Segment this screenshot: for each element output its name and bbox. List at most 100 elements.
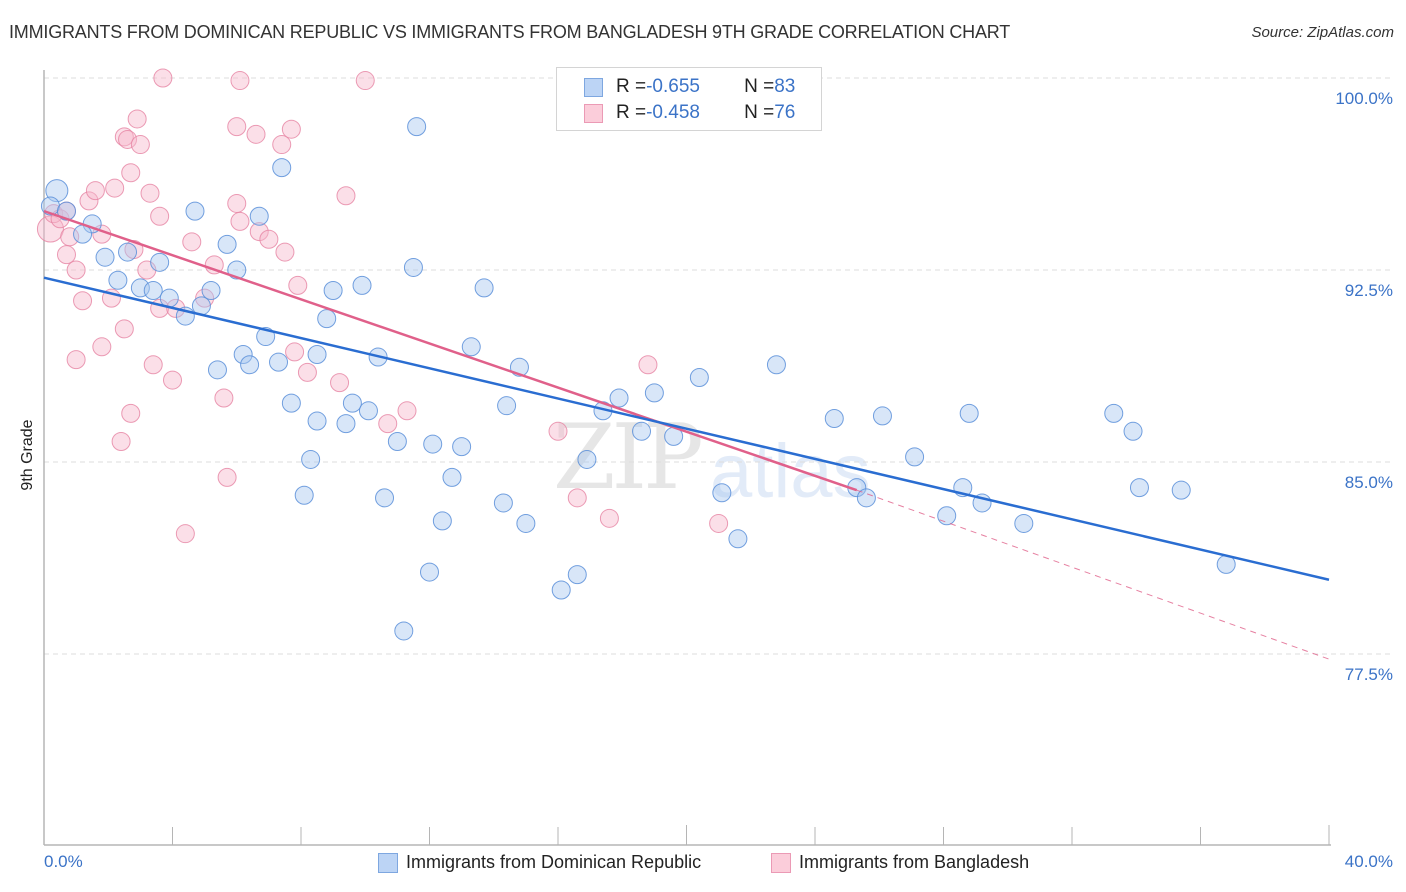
data-point-dominican [272,158,292,178]
data-point-bangladesh [121,163,141,183]
data-point-dominican [45,179,69,203]
data-point-bangladesh [567,488,587,508]
data-point-dominican [474,278,494,298]
n-label: N = [744,102,775,123]
data-point-dominican [269,352,289,372]
data-point-dominican [301,449,321,469]
y-tick-labels: 100.0% 92.5% 85.0% 77.5% [1335,89,1393,684]
data-point-bangladesh [140,183,160,203]
data-point-dominican [452,437,472,457]
data-point-dominican [403,257,423,277]
trend-line-bangladesh [43,209,858,492]
r-value: -0.458 [646,102,700,123]
data-point-bangladesh [378,414,398,434]
data-point-dominican [217,234,237,254]
data-point-bangladesh [217,467,237,487]
data-point-dominican [712,483,732,503]
data-point-dominican [516,513,536,533]
data-point-bangladesh [355,71,375,91]
data-point-dominican [872,406,892,426]
x-tick-label-min: 0.0% [44,852,83,871]
data-point-bangladesh [195,288,215,308]
data-point-bangladesh [121,403,141,423]
data-point-dominican [249,206,269,226]
stats-row-dominican: R = -0.655 N = 83 [584,75,795,99]
data-point-bangladesh [66,350,86,370]
legend-item-bangladesh[interactable]: Immigrants from Bangladesh [771,852,1029,873]
data-point-dominican [323,280,343,300]
data-point-dominican [201,280,221,300]
data-point-dominican [1014,513,1034,533]
n-value: 76 [774,102,796,123]
data-point-bangladesh [56,245,76,265]
data-point-dominican [644,383,664,403]
data-point-dominican [567,565,587,585]
data-point-bangladesh [111,432,131,452]
x-tick-label-max: 40.0% [1344,852,1393,871]
n-label: N = [744,76,775,97]
y-axis-label: 9th Grade [19,419,36,491]
data-point-dominican [342,393,362,413]
data-point-dominican [240,355,260,375]
stats-row-bangladesh: R = -0.458 N = 76 [584,101,795,125]
trend-line-bangladesh-extension [856,489,1330,660]
data-point-bangladesh [204,255,224,275]
data-point-bangladesh [249,222,269,242]
data-point-bangladesh [397,401,417,421]
data-point-bangladesh [230,211,250,231]
data-point-dominican [766,355,786,375]
data-point-dominican [294,485,314,505]
series-bangladesh-points [36,68,729,544]
data-point-dominican [461,337,481,357]
data-point-dominican [95,247,115,267]
watermark-atlas: atlas [710,429,871,514]
data-point-dominican [824,408,844,428]
data-point-bangladesh [336,186,356,206]
data-point-bangladesh [73,291,93,311]
data-point-bangladesh [259,229,279,249]
data-point-dominican [728,529,748,549]
data-point-bangladesh [114,127,134,147]
data-point-dominican [1123,421,1143,441]
data-point-dominican [959,403,979,423]
data-point-dominican [108,270,128,290]
data-point-dominican [577,449,597,469]
data-point-dominican [1171,480,1191,500]
data-point-dominican [233,344,253,364]
data-point-dominican [207,360,227,380]
data-point-dominican [387,432,407,452]
data-point-dominican [551,580,571,600]
data-point-bangladesh [92,337,112,357]
legend-item-dominican[interactable]: Immigrants from Dominican Republic [378,852,701,873]
trend-lines [43,209,1330,660]
legend-swatch-pink [584,103,603,123]
data-point-dominican [432,511,452,531]
data-point-bangladesh [150,206,170,226]
data-point-dominican [336,414,356,434]
data-point-dominican [375,488,395,508]
legend-swatch-pink [771,852,791,873]
legend-label: Immigrants from Bangladesh [799,852,1030,872]
data-point-dominican [307,344,327,364]
data-point-dominican [632,421,652,441]
data-point-bangladesh [143,355,163,375]
data-point-dominican [185,201,205,221]
data-point-bangladesh [246,124,266,144]
data-point-dominican [689,368,709,388]
data-point-dominican [423,434,443,454]
n-value: 83 [774,76,796,97]
data-point-dominican [118,242,138,262]
legend-swatch-blue [584,77,603,97]
data-point-dominican [358,401,378,421]
data-point-bangladesh [66,260,86,280]
data-point-bangladesh [105,178,125,198]
data-point-bangladesh [275,242,295,262]
data-point-bangladesh [709,513,729,533]
y-tick-label: 92.5% [1345,281,1393,300]
data-point-dominican [407,117,427,137]
y-tick-label: 77.5% [1345,665,1393,684]
data-point-bangladesh [230,71,250,91]
data-point-bangladesh [175,524,195,544]
data-point-bangladesh [214,388,234,408]
